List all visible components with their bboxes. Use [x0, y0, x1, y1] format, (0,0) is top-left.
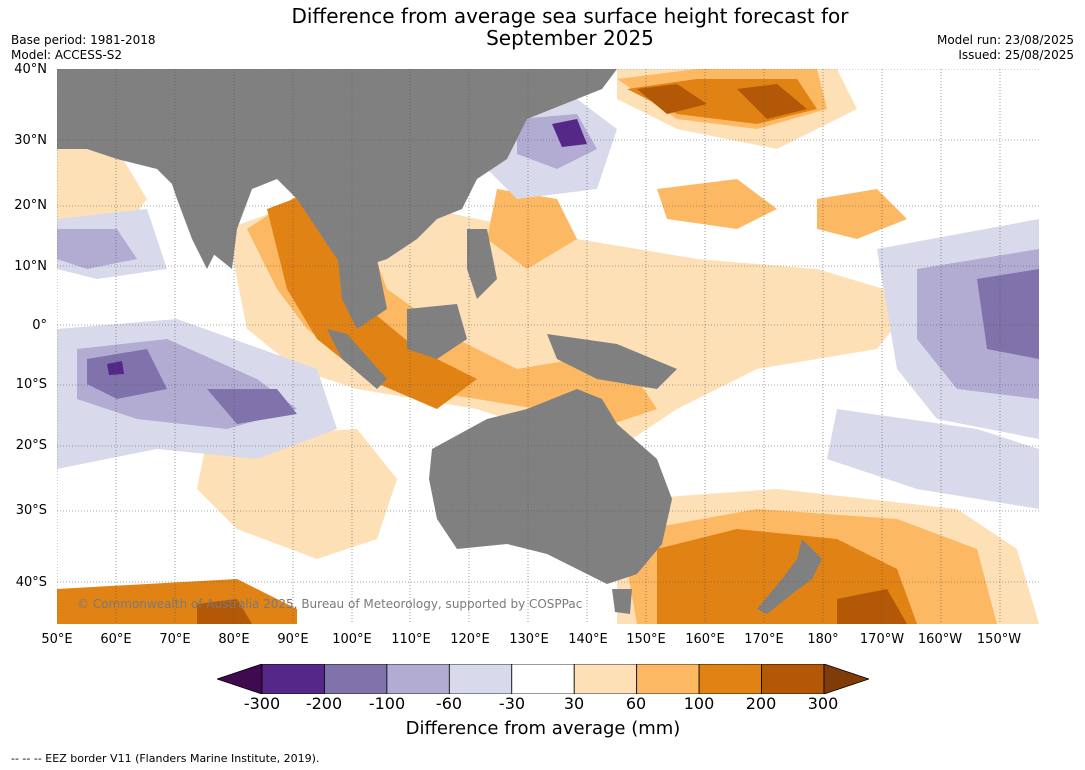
meta-right: Model run: 23/08/2025 Issued: 25/08/2025: [937, 33, 1074, 63]
issued-date: Issued: 25/08/2025: [958, 48, 1074, 62]
india: [167, 169, 232, 269]
lon-label-100e: 100°E: [332, 632, 372, 647]
lon-label-170w: 170°W: [859, 632, 905, 647]
lon-label-140e: 140°E: [568, 632, 608, 647]
lat-label-20s: 20°S: [15, 438, 47, 453]
new-zealand: [757, 539, 822, 614]
australia: [429, 389, 672, 584]
meta-left: Base period: 1981-2018 Model: ACCESS-S2: [11, 33, 156, 63]
lon-label-180: 180°: [807, 632, 839, 647]
colorbar-tick: -30: [498, 694, 526, 713]
lon-label-120e: 120°E: [450, 632, 490, 647]
colorbar-tick: 200: [745, 694, 777, 713]
graticule: [57, 69, 1039, 624]
colorbar-segment: [511, 663, 575, 695]
map-title: Difference from average sea surface heig…: [220, 5, 920, 49]
colorbar-tick: 30: [563, 694, 585, 713]
lat-label-30s: 30°S: [15, 503, 47, 518]
footnote: -- -- -- EEZ border V11 (Flanders Marine…: [11, 752, 320, 765]
model-run: Model run: 23/08/2025: [936, 33, 1074, 47]
lat-label-20n: 20°N: [14, 198, 47, 213]
colorbar-extend-low: [215, 663, 263, 695]
borneo: [407, 304, 467, 359]
lon-label-160e: 160°E: [685, 632, 725, 647]
colorbar-segment: [698, 663, 762, 695]
colorbar-segment: [573, 663, 638, 695]
lon-label-50e: 50°E: [41, 632, 73, 647]
asia-landmass: [57, 69, 617, 269]
colorbar-tick: 100: [683, 694, 715, 713]
colorbar-tick: -300: [243, 694, 281, 713]
lon-label-60e: 60°E: [100, 632, 132, 647]
sumatra: [327, 329, 387, 389]
colorbar-tick: 60: [625, 694, 647, 713]
lat-label-30n: 30°N: [14, 133, 47, 148]
lat-label-40s: 40°S: [15, 575, 47, 590]
colorbar-segment: [448, 663, 513, 695]
lon-label-160w: 160°W: [917, 632, 963, 647]
colorbar-tick: -60: [435, 694, 463, 713]
colorbar-segment: [261, 663, 325, 695]
lon-label-150e: 150°E: [626, 632, 666, 647]
colorbar-extend-high: [823, 663, 871, 695]
colorbar-label: Difference from average (mm): [405, 718, 681, 739]
lat-label-10n: 10°N: [14, 259, 47, 274]
copyright-notice: © Commonwealth of Australia 2025, Bureau…: [77, 597, 583, 611]
model-name: Model: ACCESS-S2: [11, 48, 123, 62]
base-period: Base period: 1981-2018: [11, 33, 156, 47]
colorbar-segment: [386, 663, 450, 695]
title-line-2: September 2025: [486, 26, 654, 50]
land-masses: [57, 69, 822, 614]
new-guinea: [547, 334, 677, 389]
colorbar: [215, 663, 871, 695]
map-svg: [57, 69, 1039, 624]
negative-anomaly-areas: [57, 99, 1039, 509]
colorbar-svg: [215, 663, 871, 695]
lat-label-0: 0°: [32, 318, 47, 333]
lon-label-150w: 150°W: [976, 632, 1022, 647]
colorbar-segment: [761, 663, 825, 695]
map-panel[interactable]: [57, 69, 1039, 624]
title-line-1: Difference from average sea surface heig…: [291, 4, 849, 28]
lon-label-170e: 170°E: [744, 632, 784, 647]
lon-label-130e: 130°E: [509, 632, 549, 647]
lat-label-10s: 10°S: [15, 377, 47, 392]
philippines: [467, 229, 497, 299]
lon-label-110e: 110°E: [391, 632, 431, 647]
lat-label-40n: 40°N: [14, 62, 47, 77]
lon-label-90e: 90°E: [277, 632, 309, 647]
indochina: [337, 249, 387, 329]
tasmania: [612, 589, 632, 614]
lon-label-70e: 70°E: [159, 632, 191, 647]
colorbar-tick: 300: [807, 694, 839, 713]
colorbar-segment: [324, 663, 388, 695]
colorbar-tick: -200: [305, 694, 343, 713]
colorbar-tick: -100: [368, 694, 406, 713]
lon-label-80e: 80°E: [218, 632, 250, 647]
colorbar-segment: [636, 663, 700, 695]
